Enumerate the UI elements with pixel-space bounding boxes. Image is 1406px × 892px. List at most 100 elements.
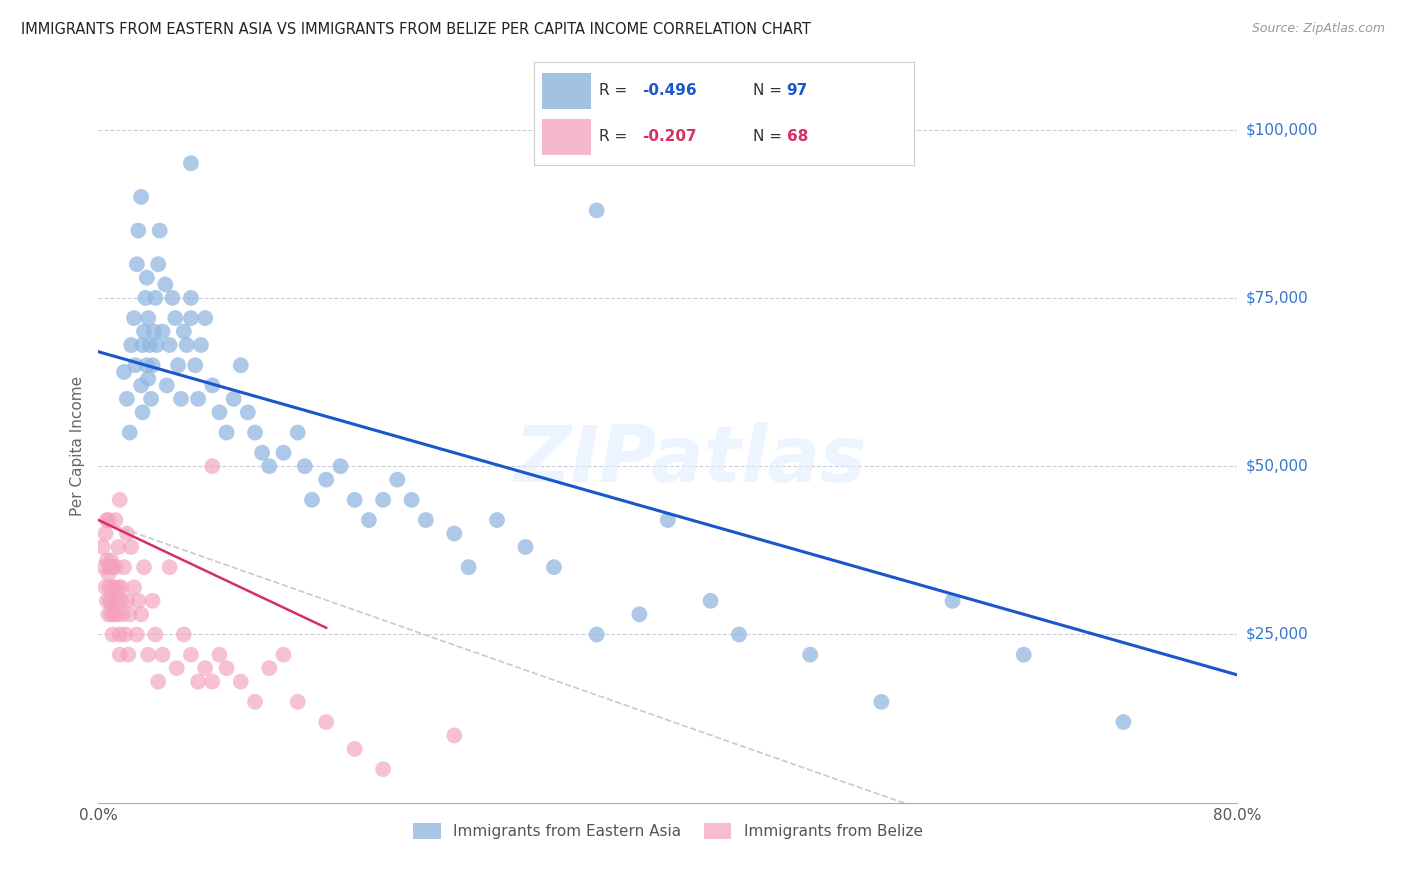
Point: [107, 540, 129, 554]
Point: [942, 594, 965, 608]
Point: [294, 459, 316, 474]
Point: [194, 661, 217, 675]
Point: [115, 392, 138, 406]
Point: [118, 607, 141, 622]
Point: [91, 540, 114, 554]
Point: [415, 513, 437, 527]
Point: [443, 729, 465, 743]
Point: [124, 358, 146, 372]
Point: [122, 311, 145, 326]
Point: [94, 526, 117, 541]
Point: [215, 425, 238, 440]
Point: [98, 580, 121, 594]
Text: N =: N =: [752, 129, 786, 145]
Point: [146, 338, 169, 352]
Point: [215, 661, 238, 675]
Point: [107, 580, 129, 594]
Point: [129, 190, 152, 204]
Point: [180, 291, 202, 305]
Point: [131, 405, 153, 419]
Point: [94, 580, 117, 594]
Point: [287, 695, 309, 709]
Point: [136, 648, 159, 662]
Point: [98, 594, 121, 608]
Point: [148, 674, 170, 689]
Text: $25,000: $25,000: [1246, 627, 1309, 642]
Point: [457, 560, 479, 574]
Point: [129, 378, 152, 392]
Point: [97, 513, 120, 527]
Point: [101, 560, 124, 574]
Point: [139, 392, 162, 406]
Point: [136, 372, 159, 386]
Point: [103, 607, 125, 622]
Point: [236, 405, 259, 419]
Point: [208, 405, 231, 419]
Point: [176, 338, 198, 352]
Point: [131, 338, 153, 352]
Point: [148, 257, 170, 271]
Point: [315, 473, 337, 487]
Point: [170, 392, 193, 406]
Y-axis label: Per Capita Income: Per Capita Income: [70, 376, 86, 516]
Point: [103, 580, 125, 594]
Point: [120, 338, 142, 352]
Point: [96, 594, 118, 608]
Point: [184, 358, 207, 372]
Point: [208, 648, 231, 662]
Point: [165, 311, 187, 326]
Point: [222, 392, 245, 406]
Point: [870, 695, 893, 709]
Point: [628, 607, 651, 622]
Point: [194, 311, 217, 326]
Point: [145, 291, 167, 305]
Point: [443, 526, 465, 541]
Point: [187, 674, 209, 689]
Text: $50,000: $50,000: [1246, 458, 1309, 474]
Point: [243, 695, 266, 709]
Point: [104, 513, 127, 527]
Point: [401, 492, 423, 507]
Point: [166, 661, 188, 675]
Point: [105, 607, 128, 622]
Text: -0.496: -0.496: [643, 83, 697, 98]
Point: [132, 560, 155, 574]
Point: [1112, 714, 1135, 729]
Point: [515, 540, 537, 554]
Text: N =: N =: [752, 83, 786, 98]
Point: [229, 358, 252, 372]
Point: [105, 594, 128, 608]
Point: [243, 425, 266, 440]
Point: [100, 553, 122, 567]
Point: [108, 648, 131, 662]
Point: [180, 156, 202, 170]
Point: [152, 325, 174, 339]
Text: -0.207: -0.207: [643, 129, 697, 145]
Point: [187, 392, 209, 406]
Point: [167, 358, 190, 372]
Point: [93, 560, 115, 574]
Point: [799, 648, 821, 662]
Point: [343, 742, 366, 756]
Point: [98, 560, 121, 574]
Point: [259, 661, 281, 675]
Point: [110, 594, 132, 608]
Point: [115, 594, 138, 608]
Point: [112, 365, 135, 379]
Point: [122, 580, 145, 594]
Text: 68: 68: [787, 129, 808, 145]
Point: [155, 277, 177, 292]
Text: Source: ZipAtlas.com: Source: ZipAtlas.com: [1251, 22, 1385, 36]
Point: [127, 223, 149, 237]
Text: R =: R =: [599, 83, 631, 98]
Point: [97, 607, 120, 622]
Point: [156, 378, 179, 392]
Point: [136, 311, 159, 326]
Point: [142, 325, 165, 339]
Point: [373, 492, 395, 507]
Point: [135, 270, 157, 285]
Point: [112, 560, 135, 574]
Point: [585, 627, 607, 641]
Point: [543, 560, 565, 574]
Point: [585, 203, 607, 218]
